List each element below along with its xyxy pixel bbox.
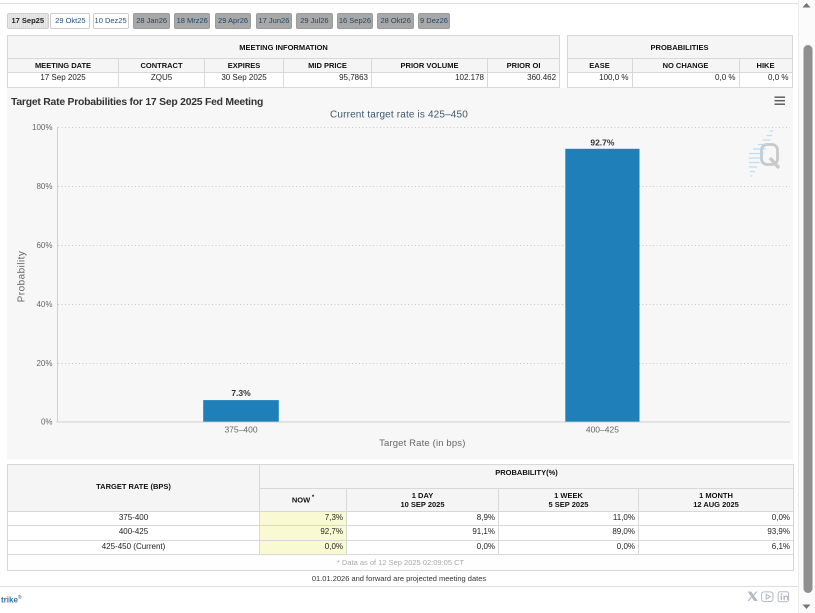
- svg-text:40%: 40%: [36, 300, 52, 309]
- svg-text:400–425: 400–425: [586, 425, 619, 435]
- svg-text:Current target rate is 425–450: Current target rate is 425–450: [330, 110, 468, 121]
- svg-text:Probability: Probability: [17, 251, 28, 303]
- svg-text:80%: 80%: [36, 182, 52, 191]
- svg-text:0%: 0%: [41, 418, 53, 427]
- svg-text:375–400: 375–400: [224, 425, 257, 435]
- svg-text:100%: 100%: [32, 123, 52, 132]
- svg-text:Target Rate (in bps): Target Rate (in bps): [379, 438, 465, 449]
- svg-text:Target Rate Probabilities for: Target Rate Probabilities for 17 Sep 202…: [11, 97, 263, 108]
- svg-text:92.7%: 92.7%: [590, 138, 615, 148]
- svg-text:20%: 20%: [36, 359, 52, 368]
- svg-text:7.3%: 7.3%: [231, 388, 251, 398]
- svg-text:60%: 60%: [36, 241, 52, 250]
